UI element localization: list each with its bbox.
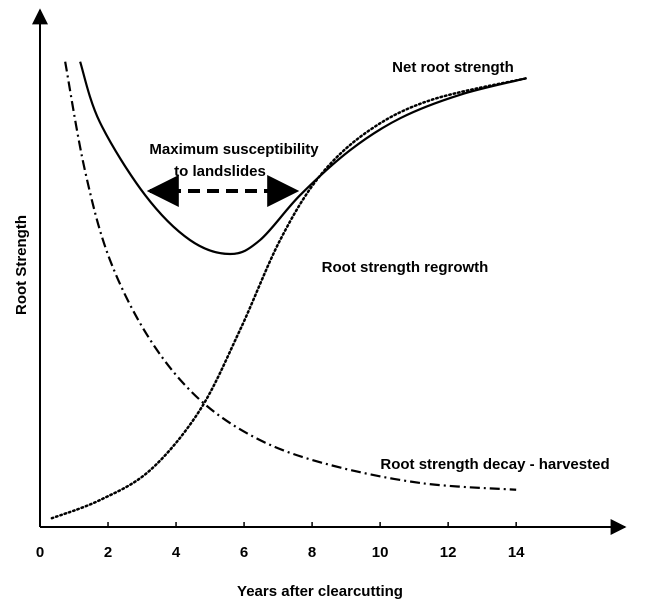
series-line bbox=[50, 76, 528, 520]
y-axis-label: Root Strength bbox=[13, 215, 30, 315]
x-tick-label: 0 bbox=[36, 544, 44, 561]
series-line bbox=[64, 61, 517, 491]
series-label: Net root strength bbox=[392, 59, 514, 76]
x-tick-label: 12 bbox=[440, 544, 457, 561]
x-tick-label: 14 bbox=[508, 544, 525, 561]
series-label: Root strength decay - harvested bbox=[380, 456, 609, 473]
annotation: Maximum susceptibility bbox=[149, 141, 319, 158]
annotation: to landslides bbox=[174, 163, 266, 180]
x-tick-label: 6 bbox=[240, 544, 248, 561]
x-tick-label: 10 bbox=[372, 544, 389, 561]
x-tick-label: 8 bbox=[308, 544, 316, 561]
x-tick-label: 4 bbox=[172, 544, 181, 561]
x-tick-label: 2 bbox=[104, 544, 112, 561]
x-axis-label: Years after clearcutting bbox=[237, 583, 403, 600]
series-label: Root strength regrowth bbox=[322, 259, 489, 276]
series-line bbox=[79, 61, 527, 256]
